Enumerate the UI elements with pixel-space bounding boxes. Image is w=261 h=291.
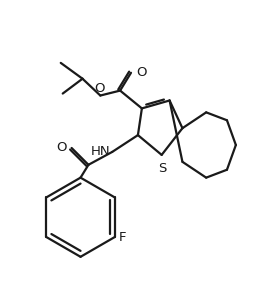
Text: HN: HN bbox=[91, 146, 110, 158]
Text: F: F bbox=[119, 230, 126, 244]
Text: S: S bbox=[158, 162, 167, 175]
Text: O: O bbox=[136, 66, 146, 79]
Text: O: O bbox=[56, 141, 67, 155]
Text: O: O bbox=[94, 81, 105, 95]
